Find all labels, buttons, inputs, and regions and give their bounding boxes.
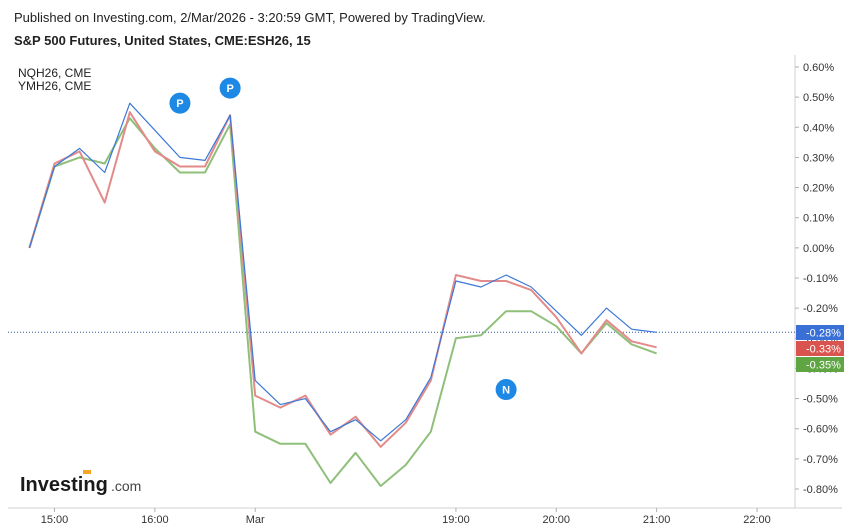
event-marker-n — [494, 378, 518, 402]
event-marker-letter: N — [502, 385, 510, 397]
y-tick-label: 0.30% — [803, 152, 834, 164]
event-marker-p — [168, 91, 192, 115]
series-line-red — [28, 111, 657, 448]
value-label-green: -0.35% — [806, 360, 841, 372]
y-tick-label: -0.60% — [803, 424, 838, 436]
event-marker-letter: P — [176, 98, 183, 110]
y-tick-label: -0.20% — [803, 303, 838, 315]
series-lines — [28, 102, 657, 487]
y-tick-label: 0.20% — [803, 183, 834, 195]
y-tick-label: 0.00% — [803, 243, 834, 255]
value-label-blue: -0.28% — [806, 328, 841, 340]
publish-info: Published on Investing.com, 2/Mar/2026 -… — [14, 10, 486, 25]
y-tick-label: -0.10% — [803, 273, 838, 285]
y-tick-label: 0.40% — [803, 122, 834, 134]
value-labels: -0.28% -0.33% -0.35% — [796, 325, 844, 372]
x-tick-label: 15:00 — [41, 514, 69, 526]
y-tick-label: -0.50% — [803, 394, 838, 406]
event-marker-letter: P — [226, 83, 233, 95]
x-tick-label: 22:00 — [743, 514, 771, 526]
chart-title: S&P 500 Futures, United States, CME:ESH2… — [14, 33, 311, 48]
y-tick-label: 0.60% — [803, 62, 834, 74]
x-tick-label: 20:00 — [543, 514, 571, 526]
event-marker-p — [218, 76, 242, 100]
x-tick-label: 16:00 — [141, 514, 169, 526]
series-line-blue — [28, 102, 657, 442]
y-tick-label: -0.80% — [803, 484, 838, 496]
logo-suffix: .com — [111, 478, 141, 494]
value-label-bg-green — [796, 357, 844, 372]
y-tick-label: 0.50% — [803, 92, 834, 104]
y-tick-label: 0.10% — [803, 213, 834, 225]
value-label-bg-red — [796, 341, 844, 356]
logo-text: Investing — [20, 474, 108, 496]
legend-entry-ym: YMH26, CME — [18, 79, 91, 93]
series-line-green — [28, 117, 657, 487]
x-tick-label: 19:00 — [442, 514, 470, 526]
legend: NQH26, CME YMH26, CME — [18, 66, 91, 93]
event-markers: P P N — [168, 76, 518, 402]
axes: 0.60% 0.50% 0.40% 0.30% 0.20% 0.10% 0.00% -0.10… — [8, 55, 842, 526]
y-tick-label: -0.70% — [803, 454, 838, 466]
x-tick-label: Mar — [246, 514, 265, 526]
legend-entry-nq: NQH26, CME — [18, 66, 91, 80]
x-tick-label: 21:00 — [643, 514, 671, 526]
investing-logo: Investing .com — [20, 470, 141, 496]
value-label-red: -0.33% — [806, 344, 841, 356]
value-label-bg-blue — [796, 325, 844, 340]
logo-accent — [83, 470, 91, 474]
